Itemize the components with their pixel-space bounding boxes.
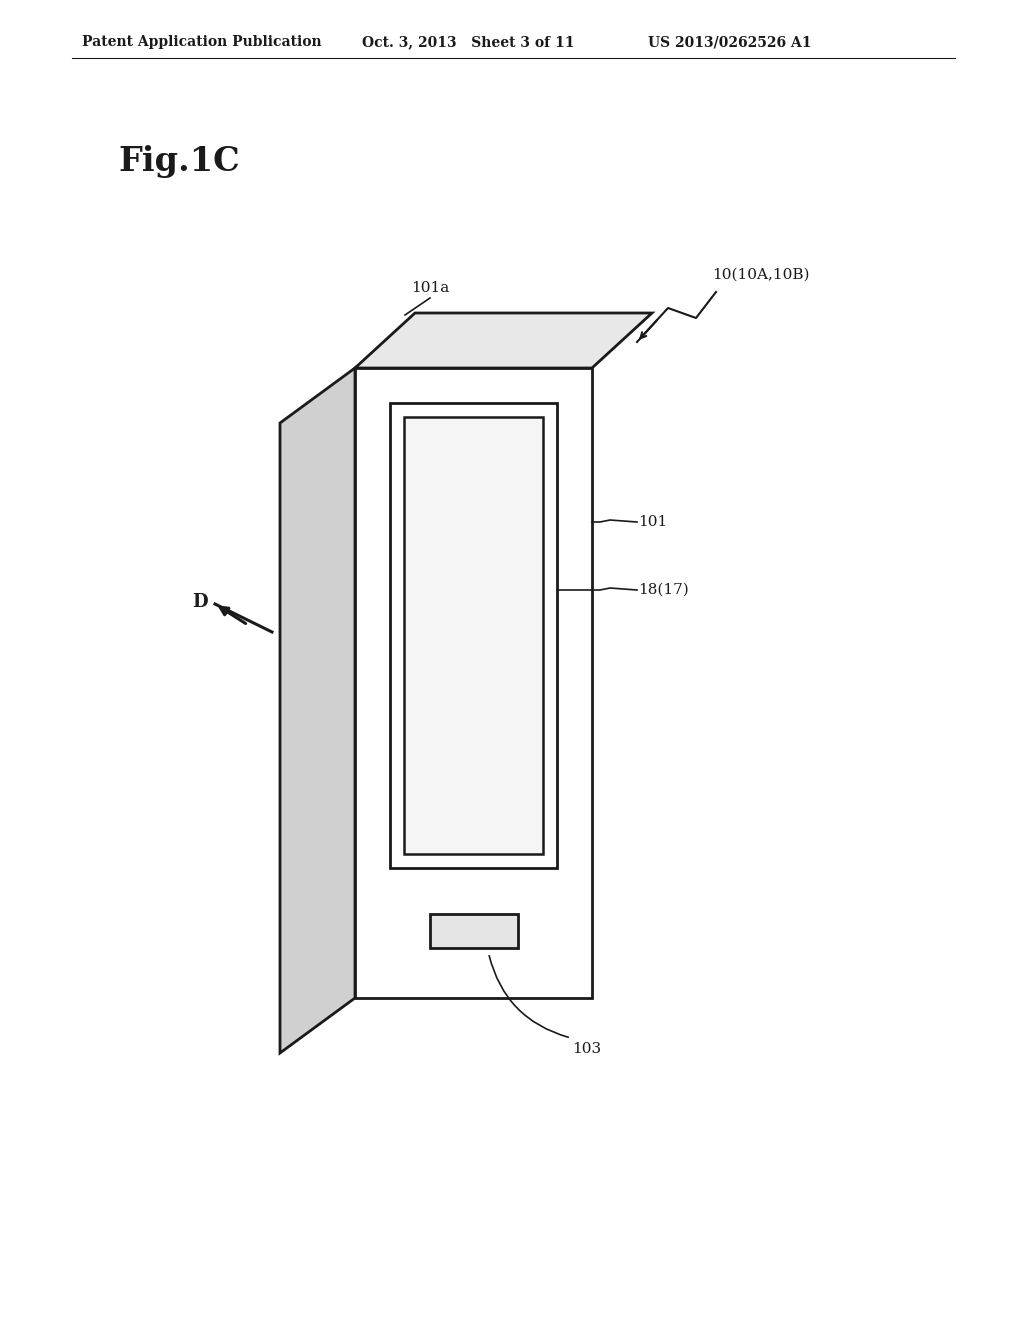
Polygon shape [429,913,517,948]
Polygon shape [404,417,543,854]
Text: 101a: 101a [411,281,450,294]
Text: Fig.1C: Fig.1C [118,145,240,178]
Text: 103: 103 [572,1041,601,1056]
Text: Patent Application Publication: Patent Application Publication [82,36,322,49]
Polygon shape [390,403,557,869]
Polygon shape [355,313,652,368]
Text: D: D [193,593,208,611]
Polygon shape [355,368,592,998]
Text: 101: 101 [638,515,668,529]
Text: US 2013/0262526 A1: US 2013/0262526 A1 [648,36,811,49]
Text: 18(17): 18(17) [638,583,689,597]
Text: Oct. 3, 2013   Sheet 3 of 11: Oct. 3, 2013 Sheet 3 of 11 [362,36,574,49]
Polygon shape [280,368,355,1053]
Text: 10(10A,10B): 10(10A,10B) [712,268,810,282]
